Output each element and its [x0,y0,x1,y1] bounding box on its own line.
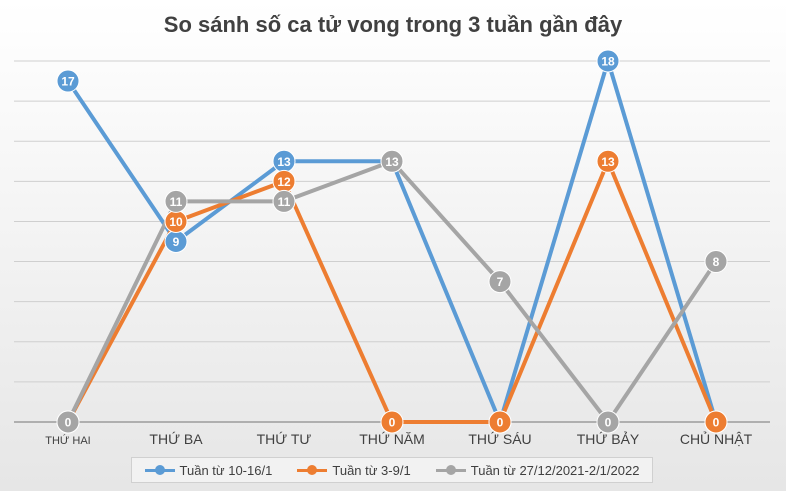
data-label: 11 [278,195,291,209]
x-tick-label: THỨ BẢY [577,431,640,447]
legend-label: Tuần từ 3-9/1 [332,462,411,478]
data-label: 0 [65,416,72,430]
x-tick-label: THỨ SÁU [468,431,531,447]
legend-swatch [297,465,328,475]
chart-legend: Tuần từ 10-16/1 Tuần từ 3-9/1 Tuần từ 27/1… [131,457,653,483]
data-point [380,149,404,173]
data-label: 0 [713,416,720,430]
data-point [488,410,512,434]
data-point [596,149,620,173]
data-label: 13 [601,155,615,169]
data-point [704,410,728,434]
data-point [164,189,188,213]
data-label: 11 [170,195,183,209]
legend-item: Tuần từ 27/12/2021-2/1/2022 [435,462,640,478]
legend-label: Tuần từ 10-16/1 [179,462,273,478]
data-label: 13 [385,155,399,169]
x-tick-label: THỨ BA [149,431,203,447]
legend-item: Tuần từ 3-9/1 [297,462,411,478]
data-label: 12 [277,175,291,189]
data-label: 0 [389,416,396,430]
x-tick-label: THỨ TƯ [257,431,312,447]
data-point [596,49,620,73]
data-label: 9 [173,235,180,249]
legend-item: Tuần từ 10-16/1 [144,462,273,478]
data-label: 18 [601,55,615,69]
data-label: 13 [277,155,291,169]
legend-swatch [144,465,175,475]
legend-swatch [435,465,466,475]
data-point [56,410,80,434]
data-point [596,410,620,434]
x-tick-label: CHỦ NHẬT [680,430,753,447]
data-label: 10 [169,215,183,229]
data-label: 7 [497,275,504,289]
x-tick-label: THỨ HAI [45,434,90,447]
data-label: 8 [713,255,720,269]
x-tick-label: THỨ NĂM [359,431,425,447]
data-point [488,270,512,294]
data-point [380,410,404,434]
data-label: 0 [497,416,504,430]
chart-title: So sánh số ca tử vong trong 3 tuần gần đ… [163,12,623,37]
data-point [272,189,296,213]
data-point [704,250,728,274]
data-point [56,69,80,93]
legend-label: Tuần từ 27/12/2021-2/1/2022 [470,462,640,478]
data-label: 0 [605,416,612,430]
data-label: 17 [61,75,75,89]
